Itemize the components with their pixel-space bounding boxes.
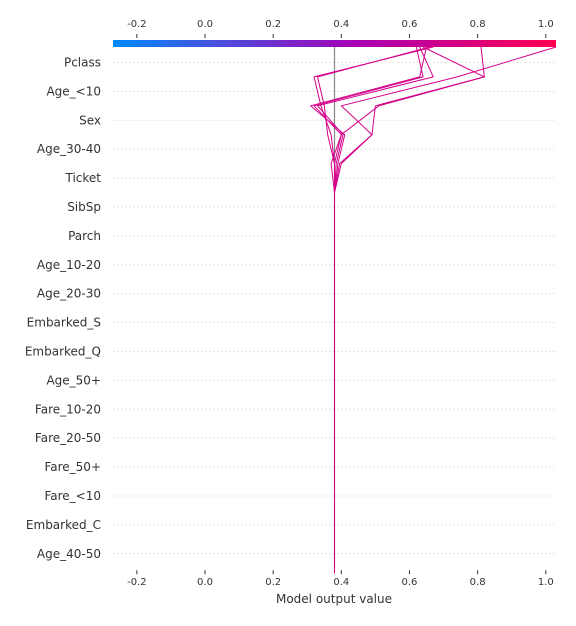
bottom-axis-ticks: -0.2 0.0 0.2 0.4 0.6 0.8 1.0: [127, 570, 554, 588]
feature-label: Fare_20-50: [35, 431, 101, 445]
feature-label: Fare_50+: [44, 460, 101, 474]
top-tick-label: 0.2: [265, 19, 281, 30]
decision-line: [334, 46, 557, 574]
decision-lines: [310, 46, 557, 574]
feature-label: Ticket: [64, 171, 101, 185]
feature-label: Age_<10: [46, 84, 101, 98]
decision-line: [330, 46, 485, 574]
feature-label: Age_30-40: [37, 142, 101, 156]
top-tick-label: -0.2: [127, 19, 147, 30]
feature-label: Pclass: [64, 55, 101, 69]
bottom-tick-label: -0.2: [127, 577, 147, 588]
feature-label: Fare_<10: [44, 489, 101, 503]
feature-label: SibSp: [67, 200, 101, 214]
feature-label: Age_40-50: [37, 547, 101, 561]
feature-label: Sex: [79, 113, 101, 127]
top-tick-label: 1.0: [538, 19, 554, 30]
decision-line: [313, 46, 434, 574]
bottom-tick-label: 0.6: [402, 577, 418, 588]
top-tick-label: 0.0: [197, 19, 213, 30]
feature-label: Embarked_S: [27, 316, 101, 330]
x-axis-title: Model output value: [276, 592, 392, 606]
bottom-tick-label: 0.8: [470, 577, 486, 588]
bottom-tick-label: 1.0: [538, 577, 554, 588]
feature-labels: Pclass Age_<10 Sex Age_30-40 Ticket SibSp Parc…: [25, 55, 101, 560]
top-tick-label: 0.4: [333, 19, 349, 30]
colorbar: [113, 40, 556, 47]
decision-line: [313, 46, 424, 574]
feature-label: Embarked_Q: [25, 344, 101, 358]
feature-label: Age_20-30: [37, 287, 101, 301]
feature-label: Age_10-20: [37, 258, 101, 272]
feature-label: Parch: [68, 229, 101, 243]
top-axis-ticks: -0.2 0.0 0.2 0.4 0.6 0.8 1.0: [127, 19, 554, 38]
feature-label: Fare_10-20: [35, 402, 101, 416]
bottom-tick-label: 0.4: [333, 577, 349, 588]
feature-label: Age_50+: [46, 373, 101, 387]
bottom-tick-label: 0.2: [265, 577, 281, 588]
top-tick-label: 0.8: [470, 19, 486, 30]
bottom-tick-label: 0.0: [197, 577, 213, 588]
feature-label: Embarked_C: [26, 518, 101, 532]
top-tick-label: 0.6: [402, 19, 418, 30]
decision-line: [334, 46, 485, 574]
